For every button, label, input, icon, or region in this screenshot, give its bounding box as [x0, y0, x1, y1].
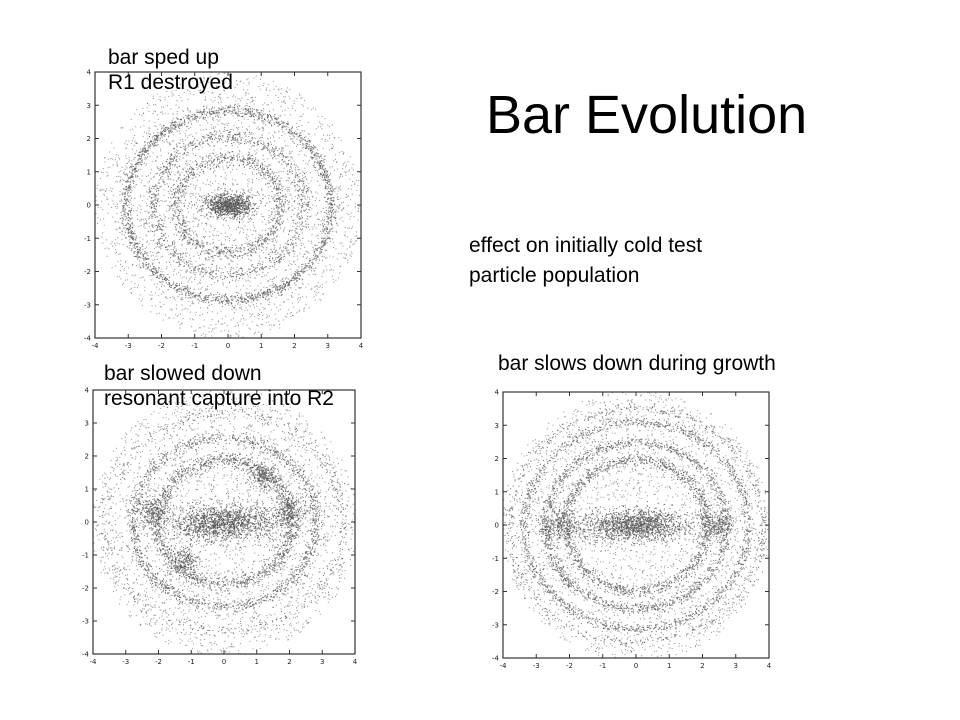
x-tick-label: -4	[500, 662, 508, 670]
particle-scatter-plot: -4 -3 -2 -1 0 1 2 3 4 4 3 2 1 0 -1 -2 -3 -4	[492, 389, 772, 671]
caption-line: bar sped up	[108, 45, 233, 70]
simulation-plot-bottom-left: -4 -3 -2 -1 0 1 2 3 4 4 3 2 1 0 -1 -2 -3 -4	[75, 382, 375, 668]
particle-scatter-plot: -4 -3 -2 -1 0 1 2 3 4 4 3 2 1 0 -1 -2 -3 -4	[84, 69, 364, 351]
y-tick-label: -2	[492, 588, 499, 596]
y-tick-label: -2	[82, 585, 89, 593]
x-tick-label: 3	[320, 658, 324, 666]
particle-cloud	[503, 392, 770, 660]
y-tick-label: -4	[492, 655, 500, 663]
simulation-plot-top-left: -4 -3 -2 -1 0 1 2 3 4 4 3 2 1 0 -1 -2 -3 -4	[79, 66, 369, 354]
x-tick-label: 4	[359, 342, 364, 350]
y-tick-label: 4	[85, 387, 90, 395]
y-tick-label: 1	[87, 168, 91, 176]
x-tick-label: 1	[259, 342, 263, 350]
y-tick-label: 2	[495, 455, 499, 463]
y-tick-label: 4	[87, 69, 92, 77]
y-tick-label: 1	[85, 486, 89, 494]
x-tick-label: 2	[700, 662, 704, 670]
particle-cloud	[95, 72, 362, 338]
simulation-plot-bottom-right: -4 -3 -2 -1 0 1 2 3 4 4 3 2 1 0 -1 -2 -3 -4	[487, 384, 782, 671]
x-tick-label: -3	[122, 658, 129, 666]
x-tick-label: -3	[125, 342, 132, 350]
particle-scatter-plot: -4 -3 -2 -1 0 1 2 3 4 4 3 2 1 0 -1 -2 -3 -4	[82, 387, 358, 667]
caption-line: R1 destroyed	[108, 70, 233, 95]
x-tick-label: 0	[222, 658, 226, 666]
caption-bottom-left: bar slowed down resonant capture into R2	[104, 361, 334, 411]
caption-line: bar slowed down	[104, 361, 334, 386]
x-tick-label: 4	[767, 662, 772, 670]
x-tick-label: -3	[533, 662, 540, 670]
y-tick-label: -3	[82, 618, 89, 626]
y-tick-label: -3	[84, 301, 91, 309]
y-tick-label: -1	[82, 552, 89, 560]
x-tick-label: -2	[155, 658, 162, 666]
x-tick-label: -1	[599, 662, 606, 670]
y-tick-label: -1	[84, 235, 91, 243]
caption-line: resonant capture into R2	[104, 386, 334, 411]
particle-cloud	[93, 390, 356, 655]
x-tick-label: 4	[353, 658, 358, 666]
x-tick-label: 2	[292, 342, 296, 350]
x-tick-label: -1	[188, 658, 195, 666]
y-tick-label: -4	[84, 335, 92, 343]
x-tick-label: -4	[90, 658, 98, 666]
x-tick-label: 3	[734, 662, 738, 670]
x-tick-label: 0	[634, 662, 638, 670]
y-tick-label: 0	[85, 519, 89, 527]
x-tick-label: -2	[566, 662, 573, 670]
y-tick-label: 2	[85, 453, 89, 461]
y-tick-label: 2	[87, 135, 91, 143]
y-tick-label: 0	[87, 202, 91, 210]
x-tick-label: -2	[158, 342, 165, 350]
y-tick-label: 1	[495, 488, 499, 496]
x-tick-label: 2	[287, 658, 291, 666]
caption-top-left: bar sped up R1 destroyed	[108, 45, 233, 95]
y-tick-label: -1	[492, 555, 499, 563]
y-tick-label: 3	[85, 420, 89, 428]
effect-note-line: effect on initially cold test	[469, 231, 702, 261]
y-tick-label: 0	[495, 522, 499, 530]
y-tick-label: -4	[82, 651, 90, 659]
y-tick-label: 3	[87, 102, 91, 110]
x-tick-label: 3	[326, 342, 330, 350]
x-tick-label: 1	[255, 658, 259, 666]
x-tick-label: 0	[226, 342, 230, 350]
effect-note: effect on initially cold test particle p…	[469, 231, 702, 291]
y-tick-label: 3	[495, 422, 499, 430]
x-tick-label: -1	[191, 342, 198, 350]
slide-title: Bar Evolution	[486, 88, 807, 142]
caption-line: bar slows down during growth	[498, 351, 776, 376]
x-tick-label: -4	[92, 342, 100, 350]
y-tick-label: -2	[84, 268, 91, 276]
y-tick-label: 4	[495, 389, 500, 397]
y-tick-label: -3	[492, 621, 499, 629]
effect-note-line: particle population	[469, 261, 702, 291]
x-tick-label: 1	[667, 662, 671, 670]
caption-bottom-right: bar slows down during growth	[498, 351, 776, 376]
